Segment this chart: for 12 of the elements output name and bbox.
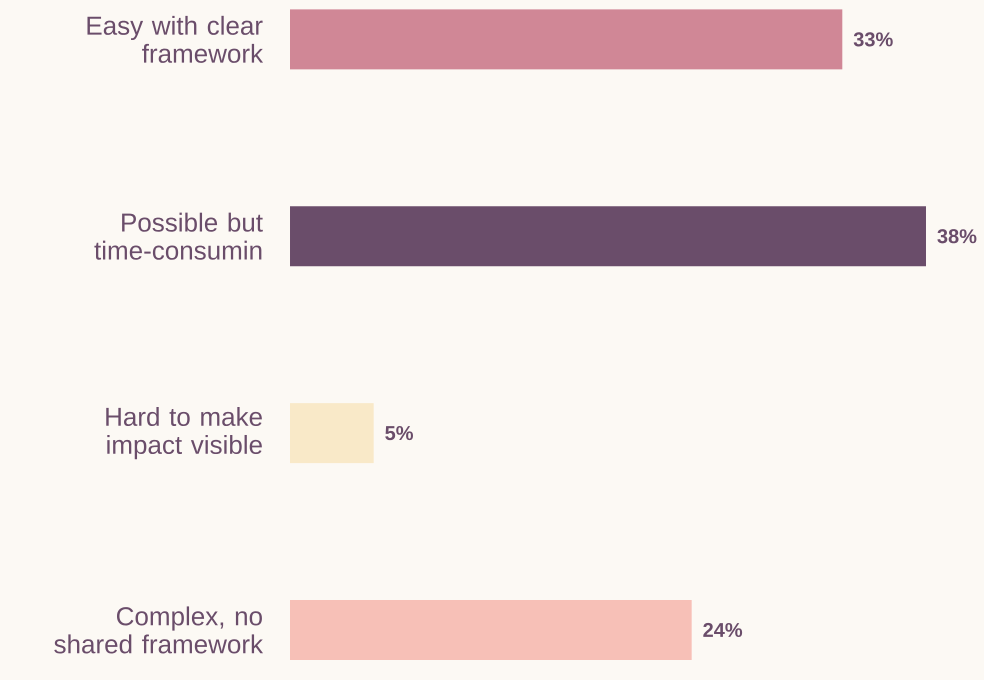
data-label: 24% (703, 622, 742, 637)
data-label: 33% (854, 32, 893, 46)
y-tick-label: Hard to make impact visible (106, 406, 262, 460)
y-tick-label: Complex, no shared framework (54, 606, 264, 654)
bar (290, 600, 692, 660)
data-label: 38% (937, 229, 976, 244)
y-tick-label: Easy with clear framework (87, 16, 264, 63)
bar (290, 206, 926, 266)
y-tick-label: Possible but time-consumin (94, 212, 263, 260)
bar (290, 403, 374, 464)
data-label: 5% (385, 426, 413, 440)
bar (290, 9, 842, 70)
